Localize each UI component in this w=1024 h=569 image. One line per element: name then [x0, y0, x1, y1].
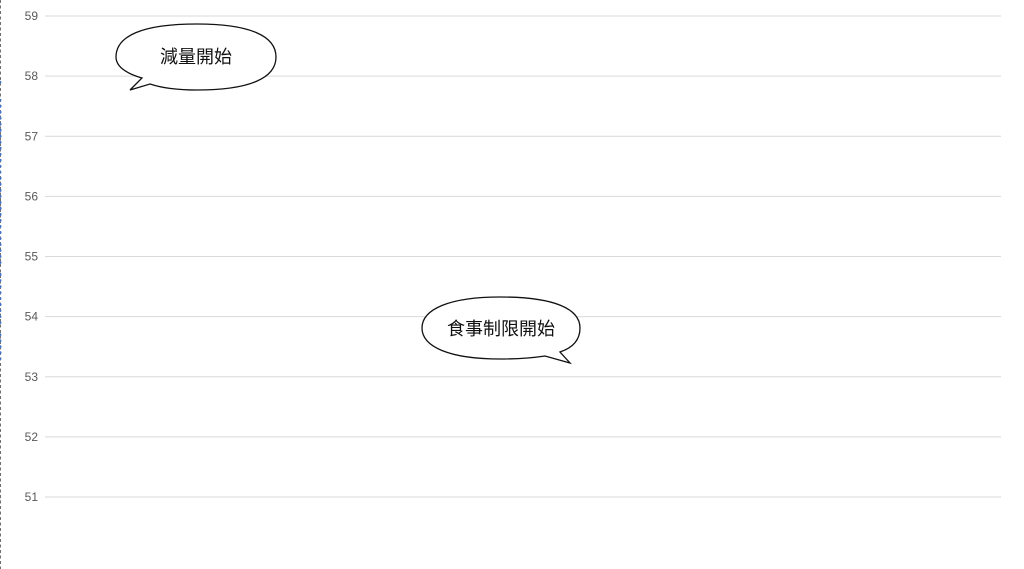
- data-point: [0, 213, 2, 216]
- data-point: [0, 158, 2, 162]
- y-tick-label: 56: [25, 189, 39, 203]
- data-point: [0, 189, 2, 192]
- data-point: [0, 285, 2, 288]
- data-point: [0, 176, 2, 180]
- data-point: [0, 128, 2, 132]
- data-point: [0, 104, 2, 108]
- data-point: [0, 146, 2, 150]
- y-tick-label: 52: [25, 430, 39, 444]
- data-point: [0, 339, 2, 343]
- data-point: [0, 345, 2, 349]
- data-point: [0, 116, 2, 120]
- callout-weight-loss-start: 減量開始: [115, 23, 277, 91]
- data-point: [0, 122, 2, 126]
- data-point: [0, 170, 2, 174]
- data-point: [0, 273, 2, 276]
- data-point: [0, 219, 2, 222]
- gridlines: [45, 15, 1001, 498]
- y-tick-label: 53: [25, 370, 39, 384]
- data-point: [0, 309, 2, 312]
- y-axis-tick-labels: 51 52 53 54 55 56 57 58 59: [25, 9, 39, 504]
- callout-bubble: [421, 296, 581, 365]
- y-tick-label: 55: [25, 250, 39, 264]
- data-point: [0, 182, 2, 186]
- data-point: [0, 237, 2, 240]
- callout-bubble: [115, 23, 277, 91]
- data-point: [0, 98, 2, 102]
- data-point: [0, 249, 2, 252]
- data-point: [0, 134, 2, 138]
- callout-label: 食事制限開始: [447, 319, 555, 340]
- x-axis-tick-labels: 2025/1/12025/1/82025/1/152025/1/222025/1…: [0, 497, 1, 512]
- data-point: [0, 243, 2, 246]
- y-tick-label: 58: [25, 69, 39, 83]
- data-point: [0, 297, 2, 300]
- series-layer: [0, 80, 2, 361]
- data-point: [0, 225, 2, 228]
- data-point: [0, 291, 2, 294]
- data-point: [0, 110, 2, 114]
- data-point: [0, 351, 2, 355]
- data-point: [0, 231, 2, 234]
- data-point: [0, 80, 2, 84]
- callout-label: 減量開始: [160, 47, 232, 68]
- data-point: [0, 315, 2, 318]
- data-point: [0, 164, 2, 168]
- data-point: [0, 207, 2, 210]
- y-tick-label: 57: [25, 129, 39, 143]
- data-point: [0, 201, 2, 204]
- data-point: [0, 255, 2, 258]
- callout-diet-start: 食事制限開始: [421, 296, 581, 365]
- y-tick-label: 59: [25, 9, 39, 23]
- y-tick-label: 51: [25, 490, 39, 504]
- data-point: [0, 152, 2, 156]
- data-point: [0, 261, 2, 264]
- data-point: [0, 321, 2, 324]
- data-point: [0, 303, 2, 306]
- data-point: [0, 279, 2, 282]
- data-point: [0, 357, 2, 361]
- data-point: [0, 140, 2, 144]
- y-tick-label: 54: [25, 310, 39, 324]
- data-point: [0, 333, 2, 337]
- data-point: [0, 195, 2, 198]
